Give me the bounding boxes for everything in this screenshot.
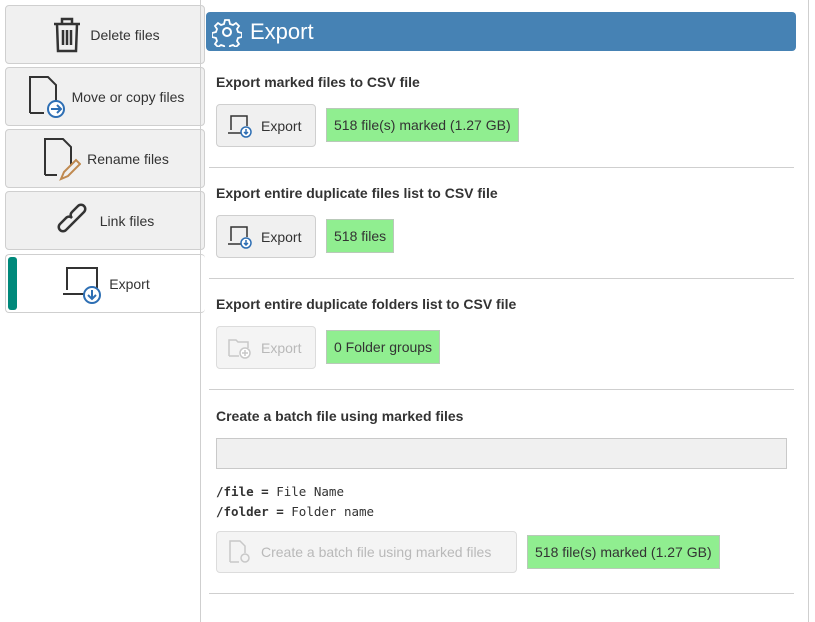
divider (209, 593, 794, 594)
help-key: /folder (216, 504, 269, 519)
batch-marked-count-badge: 518 file(s) marked (1.27 GB) (527, 535, 720, 569)
divider (209, 389, 794, 390)
export-files-list-button[interactable]: Export (216, 215, 316, 258)
folder-groups-count-badge: 0 Folder groups (326, 330, 441, 364)
help-desc: Folder name (291, 504, 375, 519)
button-label: Export (261, 339, 302, 356)
link-icon (57, 203, 87, 232)
sidebar-item-link-files[interactable]: Link files (5, 191, 205, 250)
section-title-export-files-list: Export entire duplicate files list to CS… (216, 185, 498, 201)
section-title-export-marked: Export marked files to CSV file (216, 74, 420, 90)
sidebar-item-label: Link files (99, 212, 155, 229)
batch-command-input[interactable] (216, 438, 787, 469)
trash-icon (54, 17, 81, 52)
help-key: /file (216, 484, 254, 499)
file-settings-icon (229, 540, 250, 563)
help-eq: = (261, 484, 269, 499)
sidebar-item-label: Rename files (87, 150, 169, 167)
help-desc: File Name (276, 484, 344, 499)
section-title-export-folders-list: Export entire duplicate folders list to … (216, 296, 517, 312)
export-icon (63, 266, 102, 304)
sidebar-item-move-copy-files[interactable]: Move or copy files (5, 67, 205, 126)
sidebar-item-label: Delete files (90, 26, 160, 43)
button-label: Export (261, 117, 302, 134)
marked-files-count-badge: 518 file(s) marked (1.27 GB) (326, 108, 519, 142)
sidebar-item-rename-files[interactable]: Rename files (5, 129, 205, 188)
export-panel (200, 0, 809, 622)
help-line-folder: /folder = Folder name (216, 504, 374, 519)
divider (209, 278, 794, 279)
button-label: Create a batch file using marked files (261, 544, 492, 560)
divider (209, 167, 794, 168)
help-line-file: /file = File Name (216, 484, 344, 499)
folder-export-icon (228, 338, 251, 359)
button-label: Export (261, 228, 302, 245)
export-folders-list-button[interactable]: Export (216, 326, 316, 369)
export-marked-button[interactable]: Export (216, 104, 316, 147)
gear-icon (212, 18, 242, 47)
sidebar-item-export[interactable]: Export (5, 254, 205, 313)
create-batch-file-button[interactable]: Create a batch file using marked files (216, 531, 517, 573)
sidebar-item-label: Move or copy files (71, 88, 185, 105)
export-icon (228, 225, 252, 249)
file-rename-icon (44, 137, 82, 181)
export-icon (228, 114, 252, 138)
help-eq: = (276, 504, 284, 519)
files-count-badge: 518 files (326, 219, 395, 253)
section-title-batch-file: Create a batch file using marked files (216, 408, 464, 424)
sidebar-item-delete-files[interactable]: Delete files (5, 5, 205, 64)
file-move-icon (28, 75, 65, 118)
page-title: Export (250, 18, 314, 44)
panel-header: Export (206, 12, 796, 51)
sidebar-item-label: Export (109, 275, 150, 292)
